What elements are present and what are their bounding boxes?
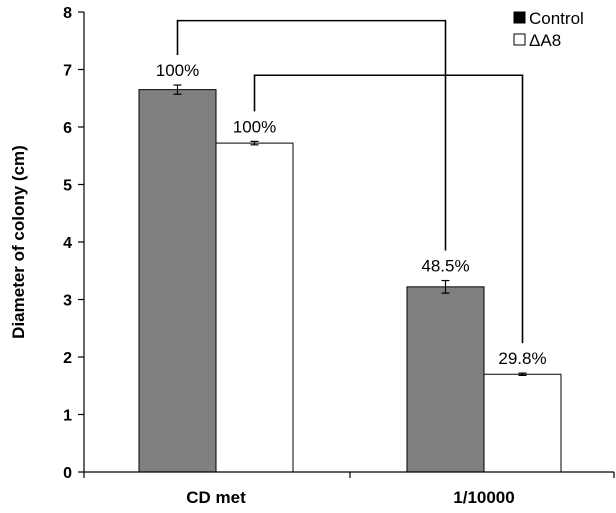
legend-swatch <box>513 11 526 24</box>
y-tick-label: 5 <box>63 178 72 195</box>
bar <box>406 286 485 473</box>
data-label: 100% <box>233 117 276 136</box>
data-label: 48.5% <box>421 257 469 276</box>
y-tick-label: 6 <box>63 120 72 137</box>
x-tick-label: 1/10000 <box>453 488 514 507</box>
error-bars <box>173 84 527 376</box>
data-labels: 100% 48.5% 100% 29.8% <box>156 61 547 368</box>
y-tick-label: 4 <box>63 235 72 252</box>
legend: Control ΔA8 <box>513 9 584 50</box>
bar <box>215 142 294 473</box>
bar <box>138 89 217 473</box>
legend-label: Control <box>529 9 584 28</box>
legend-swatch <box>513 33 526 46</box>
comparison-brackets <box>176 19 524 344</box>
y-tick-label: 8 <box>63 5 72 22</box>
bars <box>138 89 562 473</box>
bar <box>483 373 562 473</box>
x-tick-label: CD met <box>186 488 246 507</box>
y-tick-label: 1 <box>63 408 72 425</box>
y-tick-label: 3 <box>63 293 72 310</box>
y-tick-label: 2 <box>63 350 72 367</box>
y-axis-label: Diameter of colony (cm) <box>9 145 28 339</box>
comparison-bracket <box>176 19 447 251</box>
legend-label: ΔA8 <box>529 31 561 50</box>
data-label: 100% <box>156 61 199 80</box>
data-label: 29.8% <box>498 349 546 368</box>
comparison-bracket <box>253 74 524 344</box>
y-tick-label: 0 <box>63 465 72 482</box>
axes: 0 1 2 3 4 5 6 7 8 CD met 1/10000 <box>63 5 615 507</box>
y-tick-label: 7 <box>63 63 72 80</box>
